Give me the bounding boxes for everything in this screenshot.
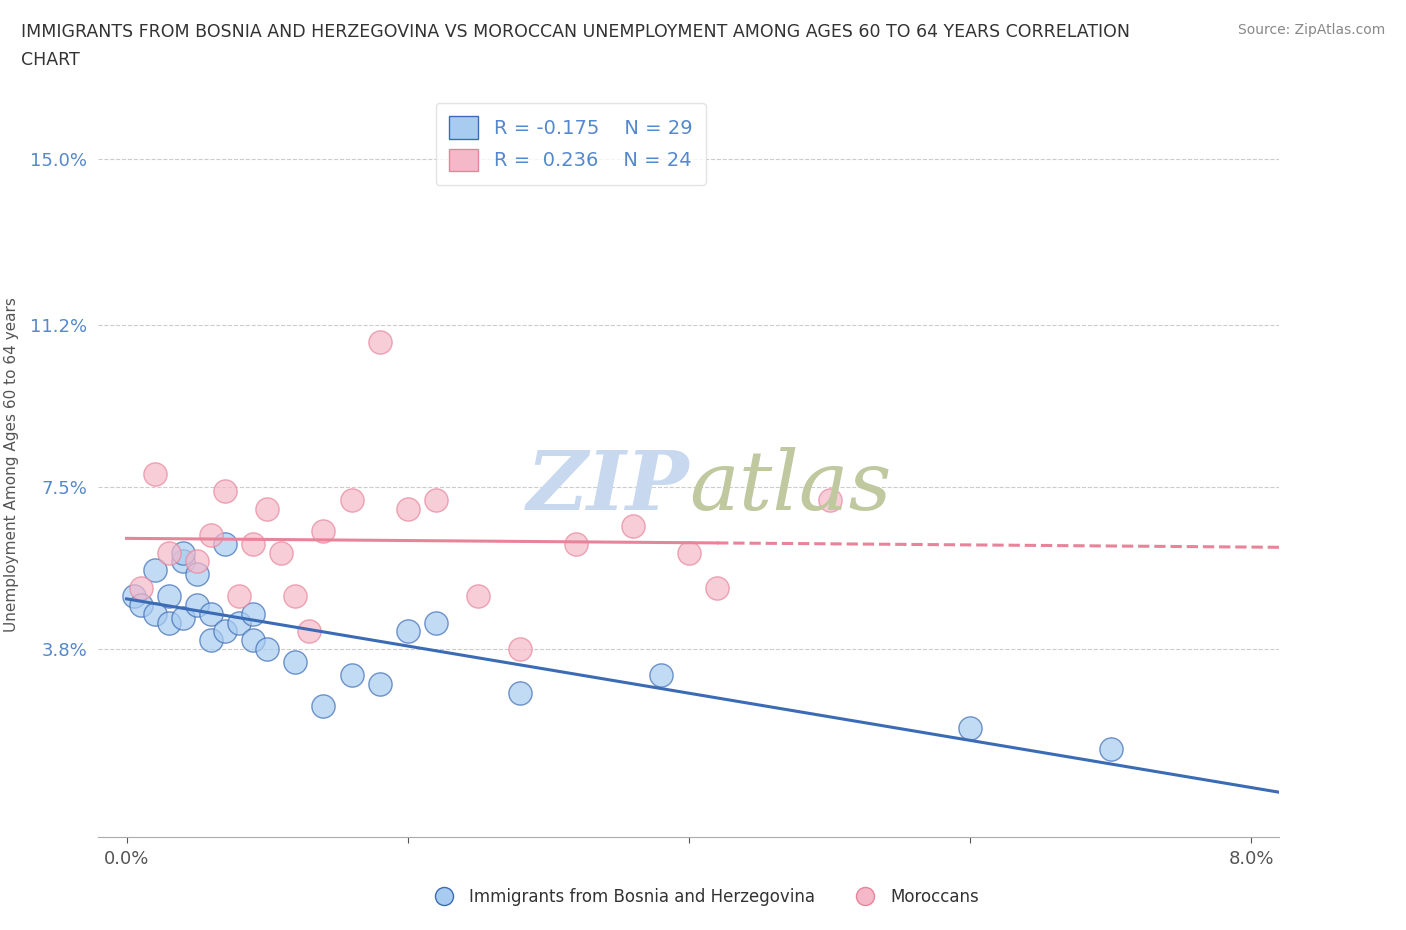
Point <box>143 606 166 621</box>
Point <box>256 642 278 657</box>
Point <box>678 545 700 560</box>
Text: CHART: CHART <box>21 51 80 69</box>
Point <box>129 598 152 613</box>
Point <box>312 524 335 538</box>
Point <box>284 655 307 670</box>
Text: atlas: atlas <box>689 447 891 527</box>
Legend: R = -0.175    N = 29, R =  0.236    N = 24: R = -0.175 N = 29, R = 0.236 N = 24 <box>436 102 706 184</box>
Point <box>214 624 236 639</box>
Point <box>200 606 222 621</box>
Point <box>200 632 222 647</box>
Point <box>186 598 208 613</box>
Point <box>368 335 391 350</box>
Point <box>122 589 145 604</box>
Point <box>621 519 644 534</box>
Point <box>186 554 208 569</box>
Point <box>650 668 672 683</box>
Point <box>312 698 335 713</box>
Point <box>396 624 419 639</box>
Point <box>172 611 194 626</box>
Point <box>425 615 447 630</box>
Point <box>706 580 728 595</box>
Point <box>228 589 250 604</box>
Text: Source: ZipAtlas.com: Source: ZipAtlas.com <box>1237 23 1385 37</box>
Point <box>129 580 152 595</box>
Text: IMMIGRANTS FROM BOSNIA AND HERZEGOVINA VS MOROCCAN UNEMPLOYMENT AMONG AGES 60 TO: IMMIGRANTS FROM BOSNIA AND HERZEGOVINA V… <box>21 23 1130 41</box>
Point <box>298 624 321 639</box>
Point <box>565 537 588 551</box>
Point <box>368 676 391 691</box>
Point <box>214 537 236 551</box>
Point <box>242 537 264 551</box>
Point <box>157 589 180 604</box>
Point <box>200 527 222 542</box>
Point <box>256 501 278 516</box>
Point <box>425 493 447 508</box>
Point <box>242 606 264 621</box>
Point <box>1099 742 1122 757</box>
Point <box>509 685 531 700</box>
Y-axis label: Unemployment Among Ages 60 to 64 years: Unemployment Among Ages 60 to 64 years <box>4 298 20 632</box>
Point <box>467 589 489 604</box>
Point <box>186 567 208 582</box>
Legend: Immigrants from Bosnia and Herzegovina, Moroccans: Immigrants from Bosnia and Herzegovina, … <box>420 881 986 912</box>
Point <box>242 632 264 647</box>
Point <box>214 484 236 498</box>
Point <box>172 545 194 560</box>
Point <box>172 554 194 569</box>
Point <box>509 642 531 657</box>
Point <box>228 615 250 630</box>
Text: ZIP: ZIP <box>526 447 689 527</box>
Point <box>270 545 292 560</box>
Point <box>284 589 307 604</box>
Point <box>340 668 363 683</box>
Point <box>157 545 180 560</box>
Point <box>340 493 363 508</box>
Point <box>396 501 419 516</box>
Point <box>818 493 841 508</box>
Point <box>959 720 981 735</box>
Point <box>143 563 166 578</box>
Point <box>143 466 166 481</box>
Point <box>157 615 180 630</box>
